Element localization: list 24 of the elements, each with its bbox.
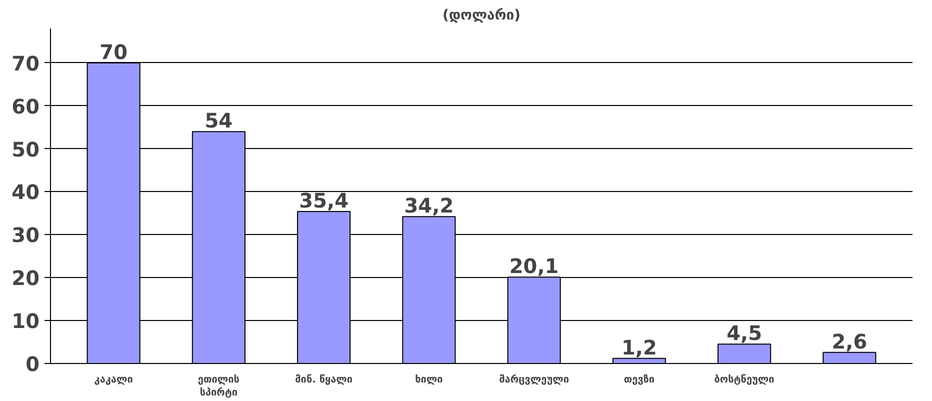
x-tick-label: მარცვლეული [499,374,570,386]
y-tick-label: 30 [12,223,40,248]
x-tick-label: ეთილის სპირტი [198,374,240,399]
y-tick-label: 70 [12,51,40,76]
x-tick-label: თევზი [624,374,655,386]
x-tick-label: მინ. წყალი [295,374,353,386]
x-tick-label: ბოსტნეული [714,374,775,386]
data-label: 2,6 [832,329,868,354]
y-tick-label: 10 [12,309,40,334]
data-label: 54 [204,108,233,133]
data-label: 20,1 [509,254,559,278]
x-tick-label: ხილი [415,374,444,386]
y-tick-label: 0 [26,352,40,376]
chart-title: (დოლარი) [442,8,521,24]
data-label: 4,5 [726,321,762,346]
x-tick-label: კაკალი [94,374,134,386]
y-tick-label: 50 [12,137,40,162]
data-label: 1,2 [621,335,657,360]
y-tick-label: 20 [12,266,40,290]
y-tick-label: 60 [12,94,40,118]
data-label: 35,4 [299,188,349,212]
data-label: 34,2 [404,194,454,218]
y-tick-label: 40 [12,180,40,204]
data-label: 70 [100,40,128,64]
